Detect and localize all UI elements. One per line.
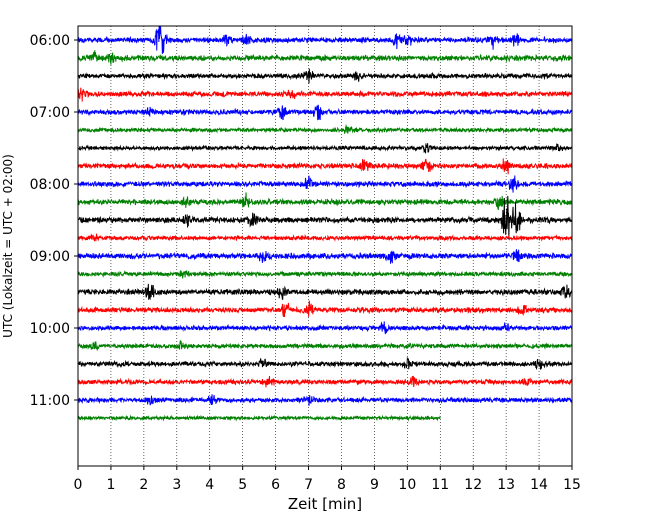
x-tick-label: 5 <box>238 477 247 493</box>
plot-frame <box>77 25 573 467</box>
seismic-trace <box>78 394 572 406</box>
y-axis-ticks: 06:00 07:00 08:00 09:00 10:00 11:00 <box>30 33 78 409</box>
x-tick-label: 0 <box>74 477 83 493</box>
x-tick-label: 8 <box>337 477 346 493</box>
seismic-trace <box>78 143 572 154</box>
x-axis-label: Zeit [min] <box>288 495 362 513</box>
y-tick-label: 10:00 <box>30 321 70 337</box>
x-tick-label: 9 <box>370 477 379 493</box>
seismic-trace <box>78 68 572 84</box>
x-tick-label: 14 <box>530 477 548 493</box>
y-tick-label: 11:00 <box>30 393 70 409</box>
y-axis-label: UTC (Lokalzeit = UTC + 02:00) <box>1 154 15 338</box>
y-tick-label: 07:00 <box>30 105 70 121</box>
seismic-trace <box>78 356 572 371</box>
seismic-trace <box>78 233 572 242</box>
x-tick-label: 11 <box>431 477 449 493</box>
seismic-trace <box>78 195 572 240</box>
x-tick-label: 7 <box>304 477 313 493</box>
seismic-trace <box>78 283 572 301</box>
seismic-trace <box>78 175 572 193</box>
seismic-trace <box>78 375 572 388</box>
x-tick-label: 15 <box>563 477 581 493</box>
seismic-trace <box>78 300 572 318</box>
x-tick-label: 6 <box>271 477 280 493</box>
seismic-trace <box>78 192 572 210</box>
x-tick-label: 12 <box>464 477 482 493</box>
x-tick-label: 13 <box>497 477 515 493</box>
seismic-trace <box>78 249 572 264</box>
y-tick-label: 06:00 <box>30 33 70 49</box>
x-tick-label: 2 <box>139 477 148 493</box>
seismic-trace <box>78 104 572 121</box>
x-axis-ticks: 0 1 2 3 4 5 6 7 8 9 10 11 12 13 14 15 <box>74 466 581 493</box>
x-tick-label: 10 <box>398 477 416 493</box>
x-tick-label: 4 <box>205 477 214 493</box>
trace-group <box>78 26 572 422</box>
y-tick-label: 08:00 <box>30 177 70 193</box>
seismic-trace <box>78 123 572 134</box>
seismic-trace <box>78 158 572 175</box>
seismic-trace <box>78 26 572 55</box>
seismic-trace <box>78 50 572 65</box>
seismic-trace <box>78 321 572 335</box>
x-tick-label: 1 <box>106 477 115 493</box>
x-tick-label: 3 <box>172 477 181 493</box>
seismic-trace <box>78 414 441 422</box>
y-tick-label: 09:00 <box>30 249 70 265</box>
seismic-trace <box>78 339 572 351</box>
seismic-trace <box>78 87 572 102</box>
seismic-trace <box>78 269 572 279</box>
grid-lines <box>110 26 540 466</box>
